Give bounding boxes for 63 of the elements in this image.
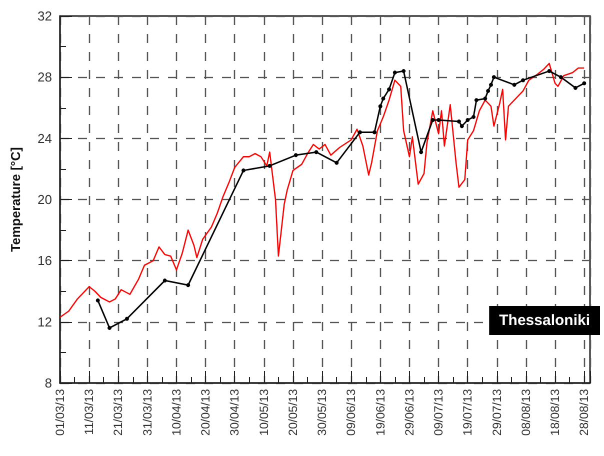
x-tick-label: 30/05/13 <box>315 388 330 436</box>
x-tick-label: 20/05/13 <box>286 388 300 436</box>
point <box>96 298 100 302</box>
y-tick-label: 32 <box>38 8 52 24</box>
x-tick-label: 11/03/13 <box>82 388 96 435</box>
point <box>387 87 392 92</box>
point <box>186 283 190 288</box>
point <box>512 82 516 87</box>
point <box>436 118 441 122</box>
point <box>492 75 496 80</box>
point <box>381 96 386 101</box>
point <box>460 124 464 128</box>
x-tick-label: 09/07/13 <box>432 388 446 436</box>
point <box>573 86 578 90</box>
point <box>430 118 435 122</box>
y-tick-label: 8 <box>44 376 52 390</box>
x-tick-label: 08/08/13 <box>518 388 533 436</box>
x-tick-label: 18/08/13 <box>548 388 562 436</box>
point <box>582 81 586 86</box>
y-tick-label: 24 <box>38 130 52 146</box>
point <box>521 78 526 82</box>
point <box>294 153 298 158</box>
point <box>474 98 478 102</box>
x-tick-label: 20/04/13 <box>198 388 213 436</box>
x-tick-label: 30/04/13 <box>228 388 242 436</box>
x-tick-label: 19/07/13 <box>460 388 475 436</box>
y-tick-label: 12 <box>38 314 52 330</box>
point <box>402 69 406 74</box>
point <box>372 130 377 134</box>
x-tick-label: 31/03/13 <box>140 388 154 436</box>
point <box>456 120 461 124</box>
point <box>419 150 424 154</box>
point <box>358 130 362 134</box>
x-tick-label: 29/06/13 <box>402 388 416 436</box>
x-tick-label: 19/06/13 <box>373 388 388 436</box>
point <box>162 278 167 283</box>
y-axis-title: Temperature [°C] <box>8 147 23 252</box>
x-tick-label: 10/05/13 <box>256 388 271 436</box>
point <box>483 96 488 101</box>
point <box>486 88 490 93</box>
y-tick-label: 28 <box>38 70 52 85</box>
point <box>268 164 272 168</box>
point <box>472 114 476 119</box>
y-tick-label: 20 <box>38 192 52 207</box>
point <box>466 118 470 122</box>
x-tick-label: 29/07/13 <box>490 388 504 436</box>
point <box>334 160 339 165</box>
point <box>558 75 563 80</box>
x-tick-label: 28/08/13 <box>577 388 592 436</box>
point <box>547 69 552 74</box>
point <box>241 168 246 172</box>
point <box>392 70 397 75</box>
annotation: Thessaloniki <box>499 312 590 329</box>
point <box>108 326 112 330</box>
y-tick-label: 16 <box>38 253 52 268</box>
x-tick-label: 21/03/13 <box>111 388 126 436</box>
point <box>124 316 129 321</box>
point <box>488 82 493 87</box>
x-tick-label: 10/04/13 <box>169 388 184 436</box>
x-tick-label: 09/06/13 <box>344 388 358 436</box>
x-tick-label: 01/03/13 <box>53 388 67 436</box>
point <box>314 150 318 154</box>
point <box>378 104 382 108</box>
